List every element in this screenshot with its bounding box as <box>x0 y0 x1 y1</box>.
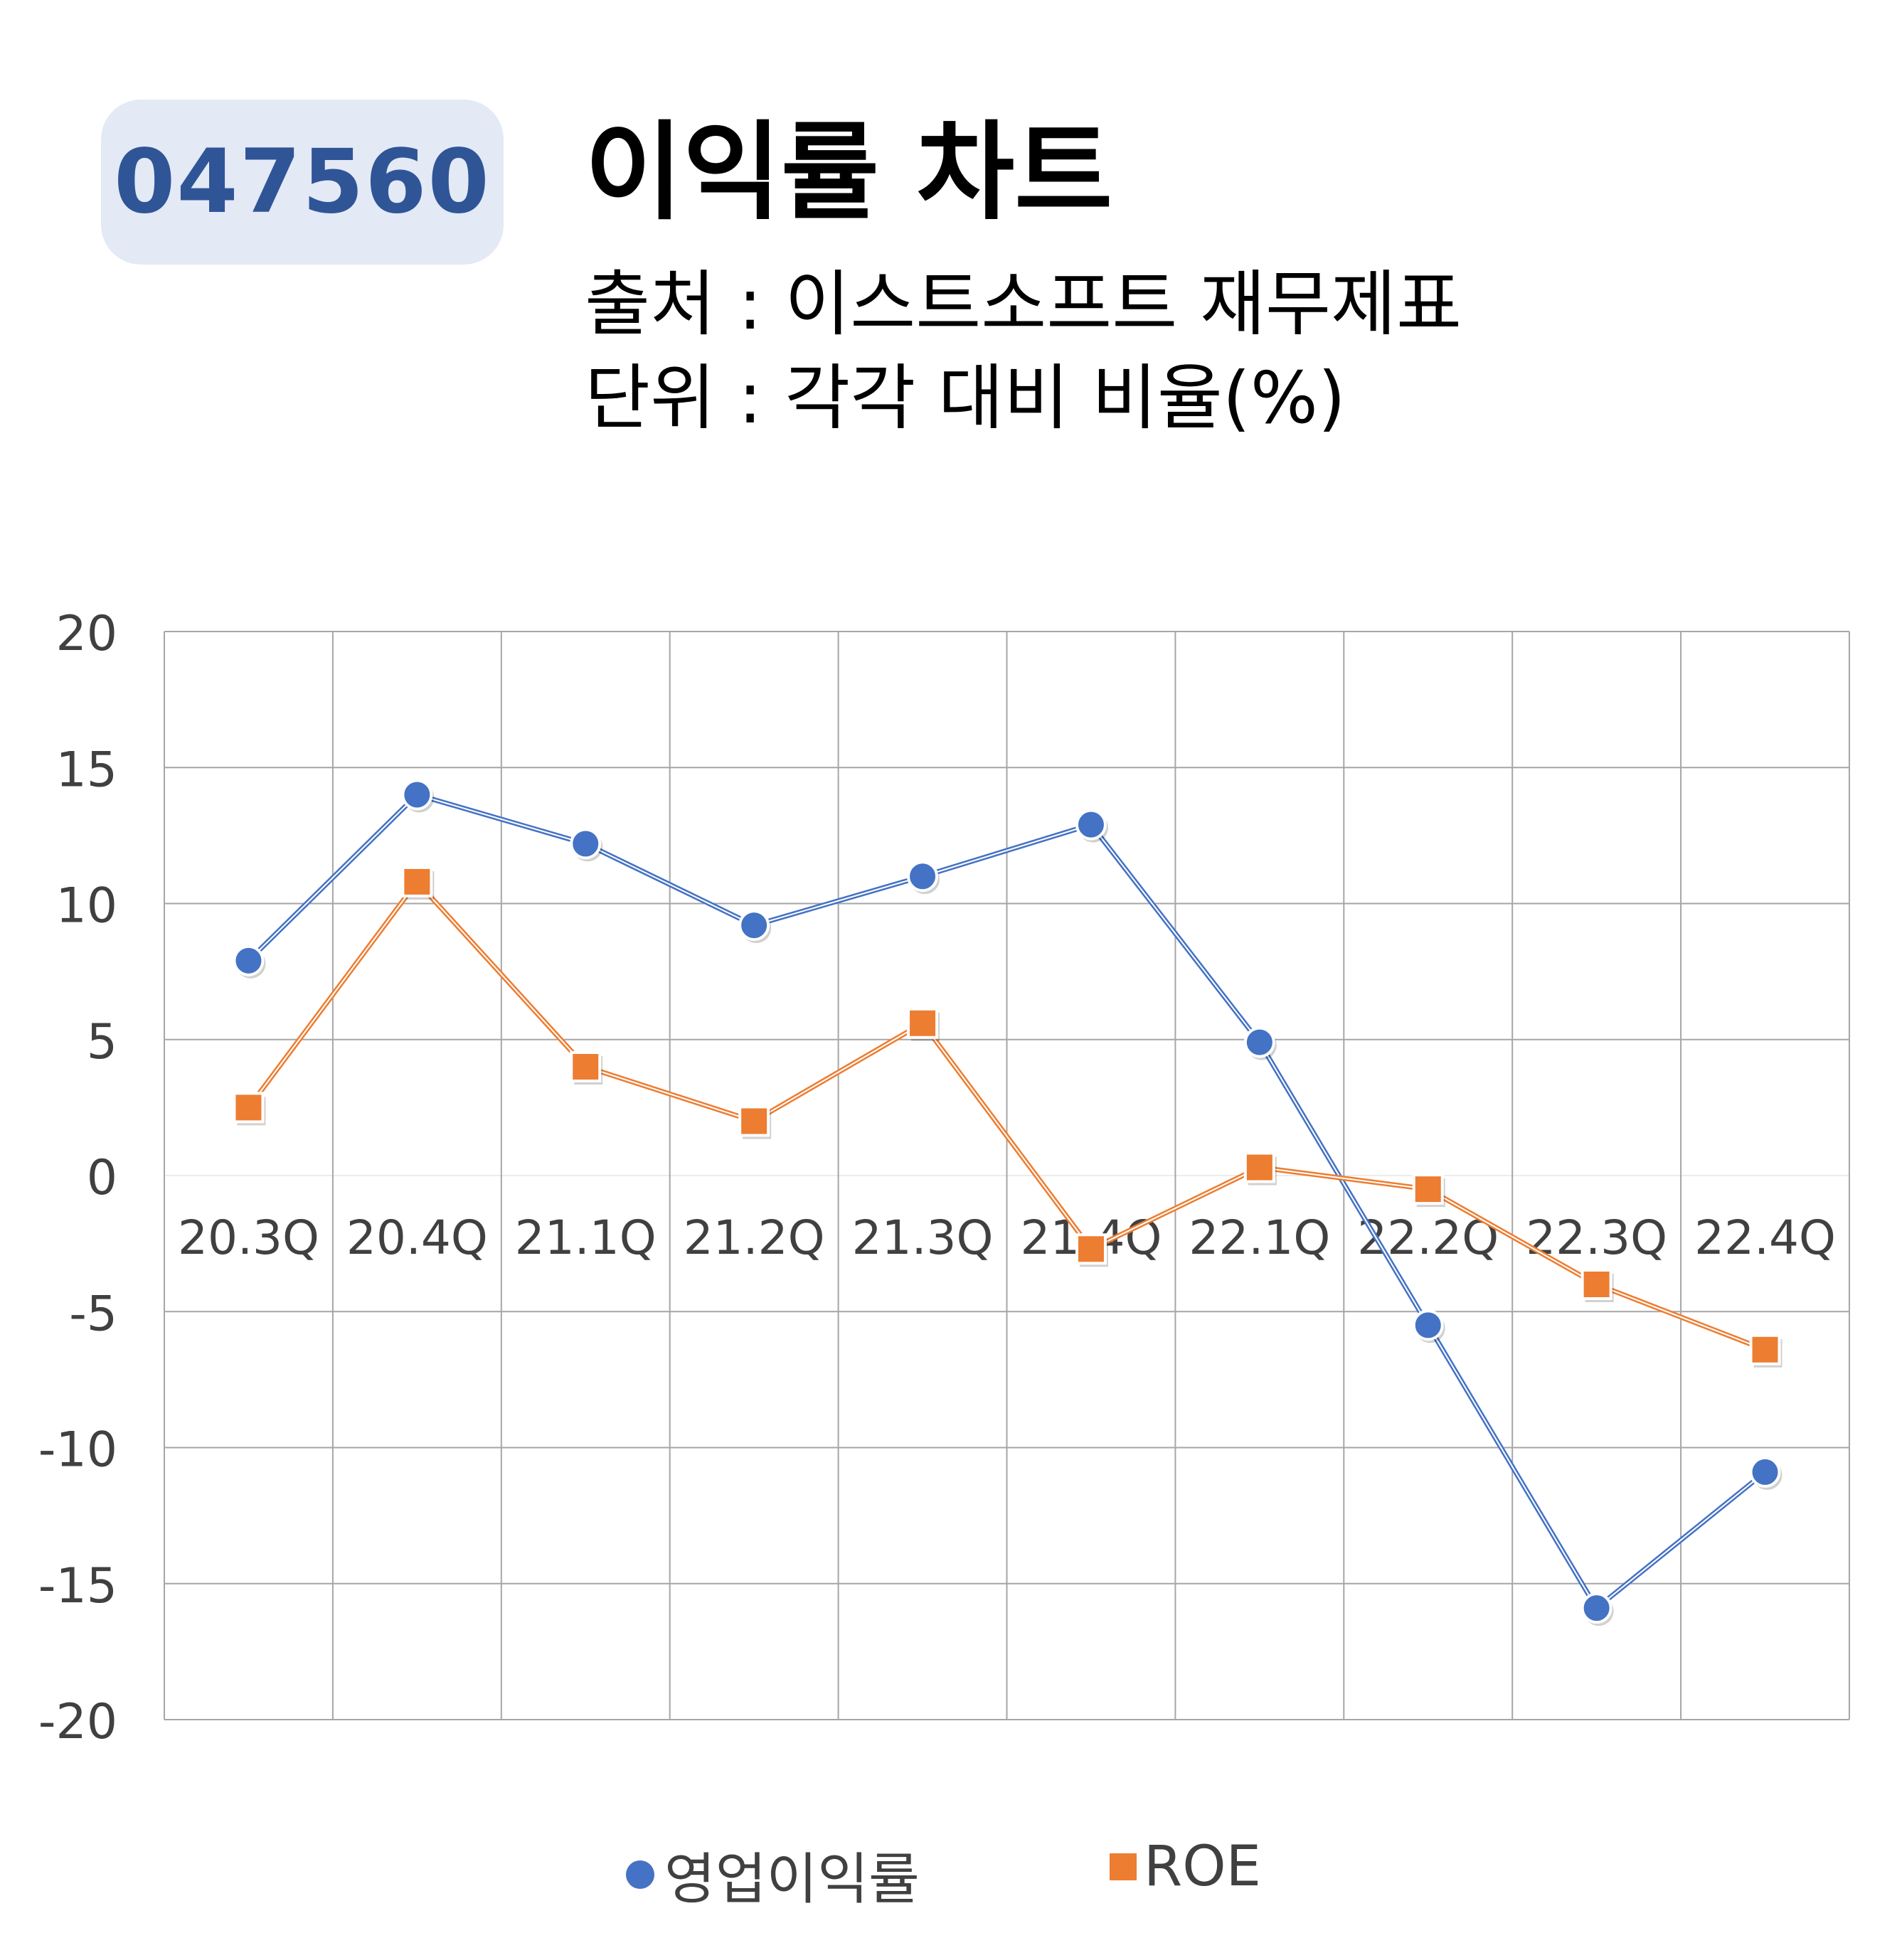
x-tick-label: 20.4Q <box>346 1210 488 1265</box>
data-point-square <box>1580 1269 1612 1300</box>
y-tick-label: 0 <box>87 1150 117 1206</box>
x-tick-label: 21.3Q <box>852 1210 994 1265</box>
data-point-square <box>233 1092 265 1124</box>
series-line-highlight-2 <box>248 880 1765 1351</box>
data-point-square <box>738 1105 770 1137</box>
y-tick-label: -15 <box>38 1558 117 1614</box>
data-point-square <box>1075 1233 1107 1265</box>
data-point-circle <box>738 910 770 942</box>
stock-code-badge: 047560 <box>101 100 504 265</box>
y-tick-label: 15 <box>55 742 117 798</box>
stock-code: 047560 <box>114 131 491 233</box>
data-point-square <box>570 1051 602 1082</box>
legend-marker-circle <box>626 1860 654 1889</box>
y-tick-label: 20 <box>55 606 117 662</box>
y-tick-label: -20 <box>38 1694 117 1750</box>
data-point-circle <box>1749 1456 1781 1488</box>
y-tick-label: 5 <box>87 1014 117 1070</box>
x-tick-label: 21.1Q <box>515 1210 657 1265</box>
x-tick-label: 20.3Q <box>178 1210 319 1265</box>
chart-title: 이익률 차트 <box>585 111 1113 235</box>
data-point-circle <box>1075 809 1107 841</box>
data-point-circle <box>907 861 939 893</box>
data-point-circle <box>1580 1592 1612 1624</box>
y-tick-label: -10 <box>38 1422 117 1479</box>
legend-marker-square <box>1110 1853 1137 1880</box>
series-line-highlight-1 <box>248 794 1766 1609</box>
legend-item-operating-margin: 영업이익률 <box>626 1835 920 1914</box>
data-point-square <box>1749 1333 1781 1365</box>
x-tick-label: 22.1Q <box>1189 1210 1330 1265</box>
legend-label: 영업이익률 <box>664 1848 920 1912</box>
x-tick-label: 22.2Q <box>1357 1210 1499 1265</box>
y-tick-label: 10 <box>55 878 117 934</box>
source-line: 출처 : 이스트소프트 재무제표 <box>585 262 1462 346</box>
x-tick-label: 21.2Q <box>684 1210 825 1265</box>
data-point-square <box>1243 1151 1275 1183</box>
data-point-circle <box>570 828 602 860</box>
data-point-circle <box>233 944 265 976</box>
data-point-square <box>401 866 433 898</box>
unit-line: 단위 : 각각 대비 비율(%) <box>585 356 1346 440</box>
data-point-circle <box>401 779 433 811</box>
y-tick-label: -5 <box>69 1286 117 1342</box>
data-point-square <box>907 1007 939 1039</box>
data-point-circle <box>1243 1026 1275 1058</box>
data-point-square <box>1412 1173 1444 1205</box>
legend-item-roe: ROE <box>1110 1835 1261 1899</box>
legend-label: ROE <box>1144 1835 1261 1899</box>
x-tick-label: 22.4Q <box>1694 1210 1836 1265</box>
data-point-circle <box>1412 1309 1444 1341</box>
line-chart: 20 15 10 5 0 -5 -10 -15 -20 20.3Q 20.4Q 21.1Q 21.2Q 2… <box>38 606 1850 1750</box>
